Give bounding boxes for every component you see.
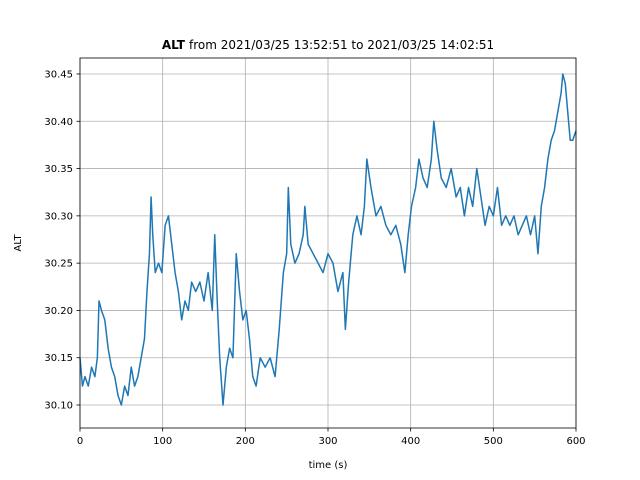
x-tick-label: 300	[318, 436, 337, 447]
x-tick-label: 0	[77, 436, 83, 447]
y-tick-label: 30.35	[44, 164, 73, 175]
x-axis-label: time (s)	[309, 460, 348, 471]
title-rest: from 2021/03/25 13:52:51 to 2021/03/25 1…	[189, 38, 494, 52]
x-tick-label: 500	[484, 436, 503, 447]
plot-frame	[79, 57, 577, 429]
data-line	[79, 73, 577, 406]
y-tick-label: 30.40	[44, 117, 73, 128]
x-tick-label: 200	[236, 436, 255, 447]
y-tick-label: 30.15	[44, 353, 73, 364]
x-tick-label: 100	[153, 436, 172, 447]
y-tick-label: 30.45	[44, 69, 73, 80]
title-bold: ALT	[162, 38, 186, 52]
chart-title: ALT from 2021/03/25 13:52:51 to 2021/03/2…	[162, 38, 494, 52]
y-tick-label: 30.10	[44, 401, 73, 412]
x-tick-label: 600	[566, 436, 585, 447]
x-tick-label: 400	[401, 436, 420, 447]
y-tick-label: 30.20	[44, 306, 73, 317]
y-tick-label: 30.30	[44, 211, 73, 222]
y-axis-label: ALT	[13, 234, 24, 252]
y-tick-label: 30.25	[44, 259, 73, 270]
